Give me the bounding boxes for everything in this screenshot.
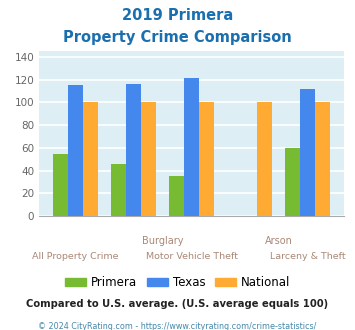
Text: All Property Crime: All Property Crime: [32, 252, 119, 261]
Text: Arson: Arson: [265, 236, 293, 246]
Text: Burglary: Burglary: [142, 236, 184, 246]
Bar: [141, 102, 156, 216]
Bar: [184, 79, 199, 216]
Text: Motor Vehicle Theft: Motor Vehicle Theft: [146, 252, 238, 261]
Bar: [199, 102, 214, 216]
Bar: [126, 84, 141, 216]
Bar: [53, 153, 68, 216]
Bar: [285, 148, 300, 216]
Bar: [257, 102, 272, 216]
Text: 2019 Primera: 2019 Primera: [122, 8, 233, 23]
Bar: [68, 85, 83, 216]
Bar: [315, 102, 331, 216]
Text: © 2024 CityRating.com - https://www.cityrating.com/crime-statistics/: © 2024 CityRating.com - https://www.city…: [38, 322, 317, 330]
Text: Larceny & Theft: Larceny & Theft: [270, 252, 346, 261]
Bar: [169, 176, 184, 216]
Text: Compared to U.S. average. (U.S. average equals 100): Compared to U.S. average. (U.S. average …: [26, 299, 329, 309]
Text: Property Crime Comparison: Property Crime Comparison: [63, 30, 292, 45]
Bar: [83, 102, 98, 216]
Bar: [111, 164, 126, 216]
Legend: Primera, Texas, National: Primera, Texas, National: [60, 272, 295, 294]
Bar: [300, 89, 315, 216]
